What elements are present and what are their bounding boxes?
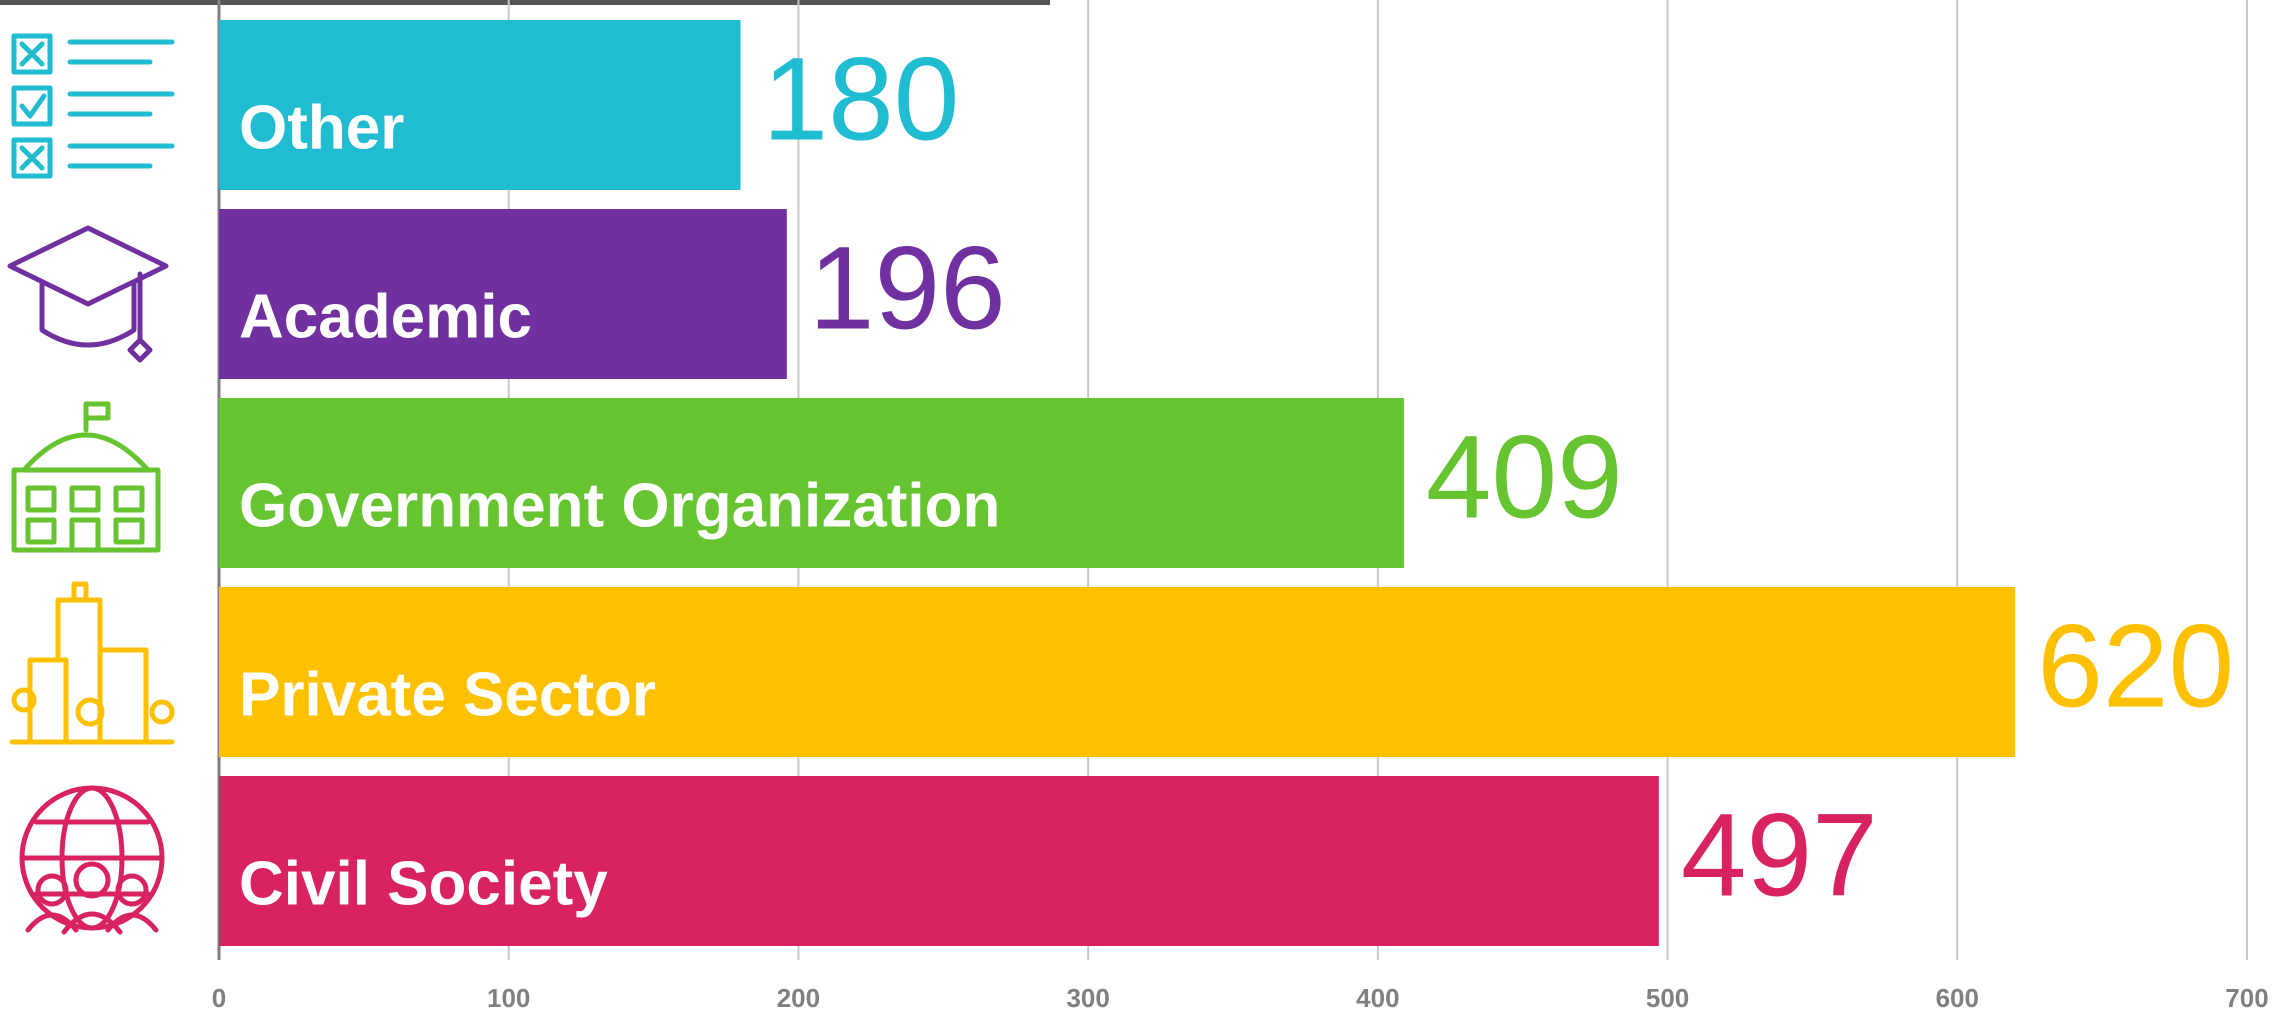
value-label: 620 xyxy=(2037,601,2234,733)
category-label: Other xyxy=(239,94,404,163)
icon-civil-society xyxy=(19,785,165,935)
icon-government xyxy=(11,401,161,553)
icon-other xyxy=(11,33,175,179)
value-label: 180 xyxy=(762,34,959,166)
bar xyxy=(219,776,1659,946)
value-label: 196 xyxy=(809,223,1006,355)
category-label: Government Organization xyxy=(239,472,1000,541)
x-tick-label: 200 xyxy=(777,983,820,1011)
value-label: 497 xyxy=(1681,790,1878,922)
bar xyxy=(219,209,787,379)
x-tick-label: 0 xyxy=(212,983,226,1011)
bar xyxy=(219,398,1404,568)
x-tick-label: 300 xyxy=(1066,983,1109,1011)
x-tick-label: 600 xyxy=(1936,983,1979,1011)
category-label: Civil Society xyxy=(239,850,608,919)
x-tick-label: 700 xyxy=(2225,983,2268,1011)
x-tick-label: 500 xyxy=(1646,983,1689,1011)
icon-academic xyxy=(7,225,169,363)
x-tick-label: 400 xyxy=(1356,983,1399,1011)
icon-private-sector xyxy=(9,581,175,745)
bar xyxy=(219,587,2016,757)
x-tick-label: 100 xyxy=(487,983,530,1011)
category-label: Academic xyxy=(239,283,532,352)
bar xyxy=(219,20,741,190)
category-label: Private Sector xyxy=(239,661,656,730)
value-label: 409 xyxy=(1426,412,1623,544)
